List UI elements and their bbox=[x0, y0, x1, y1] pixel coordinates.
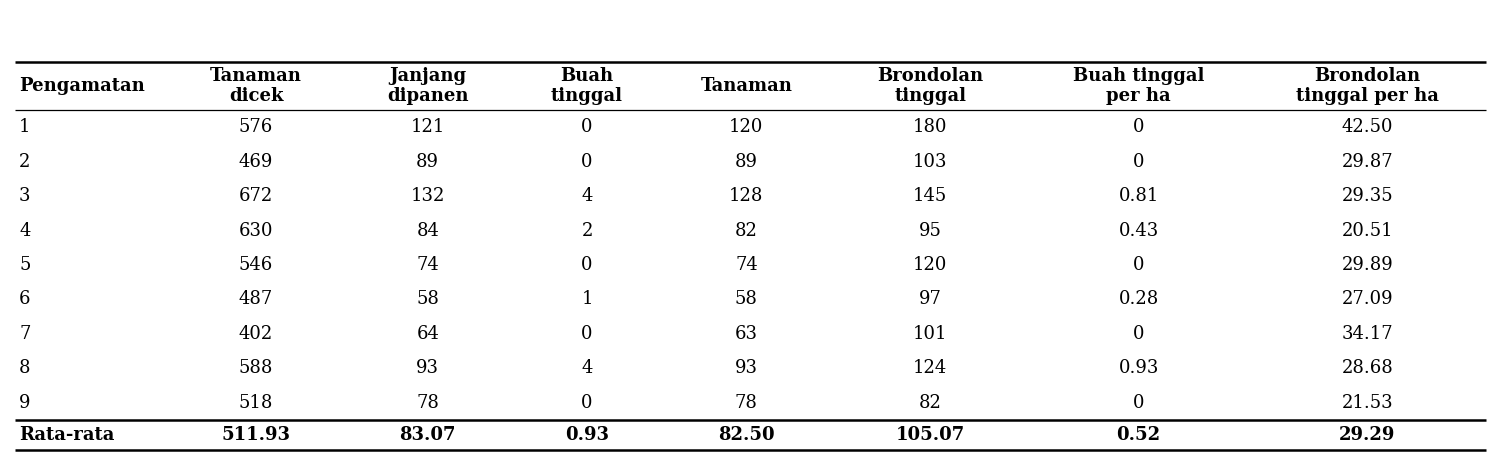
Text: 7: 7 bbox=[20, 325, 30, 343]
Text: 93: 93 bbox=[735, 359, 758, 377]
Text: 124: 124 bbox=[913, 359, 947, 377]
Text: 9: 9 bbox=[20, 394, 30, 412]
Text: 42.50: 42.50 bbox=[1342, 118, 1393, 136]
Text: 588: 588 bbox=[239, 359, 273, 377]
Text: Rata-rata: Rata-rata bbox=[20, 426, 114, 444]
Text: 0: 0 bbox=[581, 118, 593, 136]
Text: 0: 0 bbox=[581, 153, 593, 171]
Text: 128: 128 bbox=[729, 187, 764, 205]
Text: 95: 95 bbox=[919, 221, 941, 240]
Text: 469: 469 bbox=[239, 153, 273, 171]
Text: 34.17: 34.17 bbox=[1342, 325, 1393, 343]
Text: 1: 1 bbox=[581, 291, 593, 308]
Text: 0: 0 bbox=[1133, 394, 1144, 412]
Text: 0.28: 0.28 bbox=[1118, 291, 1159, 308]
Text: 63: 63 bbox=[735, 325, 758, 343]
Text: Tanaman: Tanaman bbox=[701, 77, 793, 95]
Text: 145: 145 bbox=[913, 187, 947, 205]
Text: 83.07: 83.07 bbox=[399, 426, 456, 444]
Text: 2: 2 bbox=[20, 153, 30, 171]
Text: 518: 518 bbox=[239, 394, 273, 412]
Text: 4: 4 bbox=[20, 221, 30, 240]
Text: 28.68: 28.68 bbox=[1342, 359, 1393, 377]
Text: 58: 58 bbox=[416, 291, 440, 308]
Text: 29.89: 29.89 bbox=[1342, 256, 1393, 274]
Text: 120: 120 bbox=[729, 118, 764, 136]
Text: 29.29: 29.29 bbox=[1339, 426, 1396, 444]
Text: Brondolan
tinggal per ha: Brondolan tinggal per ha bbox=[1295, 66, 1439, 105]
Text: 93: 93 bbox=[416, 359, 440, 377]
Text: Brondolan
tinggal: Brondolan tinggal bbox=[877, 66, 983, 105]
Text: 74: 74 bbox=[735, 256, 758, 274]
Text: 64: 64 bbox=[416, 325, 440, 343]
Text: 58: 58 bbox=[735, 291, 758, 308]
Text: 672: 672 bbox=[239, 187, 273, 205]
Text: 21.53: 21.53 bbox=[1342, 394, 1393, 412]
Text: 5: 5 bbox=[20, 256, 30, 274]
Text: 103: 103 bbox=[913, 153, 947, 171]
Text: 4: 4 bbox=[581, 187, 593, 205]
Text: 74: 74 bbox=[416, 256, 440, 274]
Text: 630: 630 bbox=[239, 221, 273, 240]
Text: 89: 89 bbox=[735, 153, 758, 171]
Text: 82: 82 bbox=[919, 394, 941, 412]
Text: Buah tinggal
per ha: Buah tinggal per ha bbox=[1073, 66, 1204, 105]
Text: 0: 0 bbox=[1133, 153, 1144, 171]
Text: Buah
tinggal: Buah tinggal bbox=[551, 66, 623, 105]
Text: Pengamatan: Pengamatan bbox=[20, 77, 144, 95]
Text: 121: 121 bbox=[410, 118, 444, 136]
Text: 20.51: 20.51 bbox=[1342, 221, 1393, 240]
Text: 1: 1 bbox=[20, 118, 30, 136]
Text: 29.87: 29.87 bbox=[1342, 153, 1393, 171]
Text: 0.93: 0.93 bbox=[1118, 359, 1159, 377]
Text: Tanaman
dicek: Tanaman dicek bbox=[210, 66, 302, 105]
Text: 3: 3 bbox=[20, 187, 30, 205]
Text: 105.07: 105.07 bbox=[896, 426, 965, 444]
Text: 546: 546 bbox=[239, 256, 273, 274]
Text: 27.09: 27.09 bbox=[1342, 291, 1393, 308]
Text: 402: 402 bbox=[239, 325, 273, 343]
Text: 0: 0 bbox=[1133, 325, 1144, 343]
Text: 4: 4 bbox=[581, 359, 593, 377]
Text: 0: 0 bbox=[1133, 256, 1144, 274]
Text: 511.93: 511.93 bbox=[222, 426, 291, 444]
Text: 8: 8 bbox=[20, 359, 30, 377]
Text: 120: 120 bbox=[913, 256, 947, 274]
Text: 0.52: 0.52 bbox=[1117, 426, 1160, 444]
Text: Janjang
dipanen: Janjang dipanen bbox=[387, 66, 468, 105]
Text: 487: 487 bbox=[239, 291, 273, 308]
Text: 101: 101 bbox=[913, 325, 947, 343]
Text: 132: 132 bbox=[410, 187, 444, 205]
Text: 0.81: 0.81 bbox=[1118, 187, 1159, 205]
Text: 0: 0 bbox=[581, 256, 593, 274]
Text: 0.43: 0.43 bbox=[1118, 221, 1159, 240]
Text: 0: 0 bbox=[1133, 118, 1144, 136]
Text: 29.35: 29.35 bbox=[1342, 187, 1393, 205]
Text: 180: 180 bbox=[913, 118, 947, 136]
Text: 89: 89 bbox=[416, 153, 440, 171]
Text: 0.93: 0.93 bbox=[564, 426, 609, 444]
Text: 84: 84 bbox=[416, 221, 440, 240]
Text: 78: 78 bbox=[735, 394, 758, 412]
Text: 576: 576 bbox=[239, 118, 273, 136]
Text: 0: 0 bbox=[581, 325, 593, 343]
Text: 82: 82 bbox=[735, 221, 758, 240]
Text: 0: 0 bbox=[581, 394, 593, 412]
Text: 78: 78 bbox=[416, 394, 440, 412]
Text: 97: 97 bbox=[919, 291, 941, 308]
Text: 2: 2 bbox=[581, 221, 593, 240]
Text: 82.50: 82.50 bbox=[717, 426, 775, 444]
Text: 6: 6 bbox=[20, 291, 30, 308]
